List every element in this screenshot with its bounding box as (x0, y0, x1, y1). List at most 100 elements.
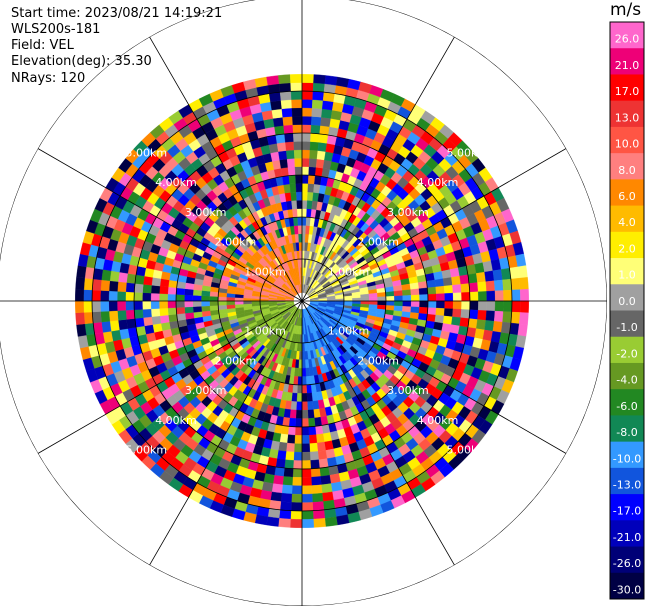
velocity-gate (282, 476, 293, 486)
range-ring-label: 4.00km (417, 414, 459, 427)
velocity-gate (293, 443, 303, 453)
velocity-gate (276, 142, 287, 152)
velocity-gate (288, 175, 297, 185)
velocity-gate (321, 483, 333, 494)
velocity-gate (309, 149, 318, 160)
velocity-gate (511, 300, 521, 313)
velocity-gate (150, 300, 160, 310)
velocity-gate (184, 312, 195, 320)
velocity-gate (76, 265, 87, 279)
velocity-gate (324, 440, 334, 451)
velocity-gate (295, 183, 303, 193)
velocity-gate (301, 393, 308, 402)
velocity-gate (451, 275, 461, 286)
velocity-gate (294, 166, 303, 176)
velocity-gate (109, 320, 120, 332)
velocity-gate (320, 117, 332, 127)
velocity-gate (295, 409, 303, 419)
range-ring-label: 1.00km (328, 265, 370, 278)
velocity-gate (319, 125, 330, 136)
velocity-gate (311, 99, 324, 110)
velocity-gate (291, 485, 303, 495)
range-ring-label: 5.00km (447, 147, 489, 160)
velocity-gate (305, 376, 311, 386)
velocity-gate (126, 318, 137, 329)
velocity-gate (270, 100, 282, 111)
velocity-gate (293, 141, 303, 151)
velocity-gate (291, 99, 303, 109)
velocity-gate (313, 74, 326, 84)
velocity-gate (377, 296, 387, 302)
velocity-gate (143, 316, 153, 327)
velocity-gate (268, 143, 279, 154)
velocity-gate (452, 284, 462, 294)
velocity-gate (308, 158, 318, 168)
velocity-gate (100, 290, 110, 302)
velocity-gate (311, 107, 323, 118)
velocity-gate (322, 432, 332, 443)
velocity-gate (279, 509, 292, 520)
velocity-gate (444, 292, 454, 302)
velocity-gate (394, 295, 403, 302)
velocity-gate (150, 308, 161, 317)
velocity-gate (494, 290, 504, 302)
velocity-gate (270, 151, 280, 162)
range-ring-label: 2.00km (357, 236, 399, 249)
velocity-gate (279, 91, 292, 101)
velocity-gate (160, 321, 171, 331)
velocity-gate (92, 311, 102, 324)
velocity-gate (435, 307, 445, 317)
velocity-gate (410, 306, 420, 314)
velocity-gate (301, 82, 314, 92)
range-ring-label: 1.00km (244, 325, 286, 338)
colorbar-tick-label: 26.0 (615, 33, 640, 46)
velocity-gate (301, 225, 307, 235)
colorbar-tick-label: 13.0 (615, 111, 640, 124)
velocity-gate (301, 367, 307, 377)
velocity-gate (368, 300, 378, 306)
velocity-gate (301, 99, 313, 109)
velocity-gate (293, 216, 299, 226)
velocity-gate (502, 311, 512, 324)
velocity-gate (469, 291, 479, 302)
velocity-gate (92, 278, 102, 291)
velocity-gate (301, 477, 312, 486)
velocity-gate (288, 417, 297, 427)
velocity-gate (467, 318, 478, 329)
velocity-gate (217, 300, 227, 306)
range-ring-label: 2.00km (357, 354, 399, 367)
velocity-gate (243, 300, 252, 305)
velocity-gate (460, 283, 470, 293)
velocity-gate (311, 492, 324, 503)
velocity-gate (285, 141, 295, 151)
velocity-gate (75, 312, 85, 325)
velocity-gate (168, 314, 178, 323)
velocity-gate (324, 75, 338, 86)
velocity-gate (226, 296, 236, 302)
velocity-gate (176, 306, 186, 315)
colorbar-tick-label: -2.0 (616, 347, 637, 360)
velocity-gate (311, 476, 322, 486)
velocity-gate (143, 275, 153, 286)
velocity-gate (493, 310, 504, 323)
velocity-gate (279, 82, 292, 93)
velocity-gate (159, 293, 168, 302)
velocity-gate (294, 435, 303, 444)
velocity-gate (296, 191, 303, 201)
velocity-gate (175, 300, 185, 308)
velocity-gate (301, 376, 307, 386)
velocity-gate (272, 117, 284, 127)
velocity-gate (295, 174, 303, 184)
velocity-gate (315, 425, 324, 435)
velocity-gate (494, 300, 504, 312)
velocity-gate (402, 295, 412, 302)
velocity-gate (75, 300, 85, 314)
start-time-label: Start time: 2023/08/21 14:19:21 (11, 6, 223, 21)
velocity-gate (167, 300, 177, 309)
colorbar-tick-label: -13.0 (613, 478, 641, 491)
velocity-gate (301, 149, 311, 159)
velocity-gate (301, 351, 306, 360)
velocity-gate (360, 293, 370, 299)
velocity-gate (297, 376, 303, 386)
velocity-gate (443, 308, 454, 317)
